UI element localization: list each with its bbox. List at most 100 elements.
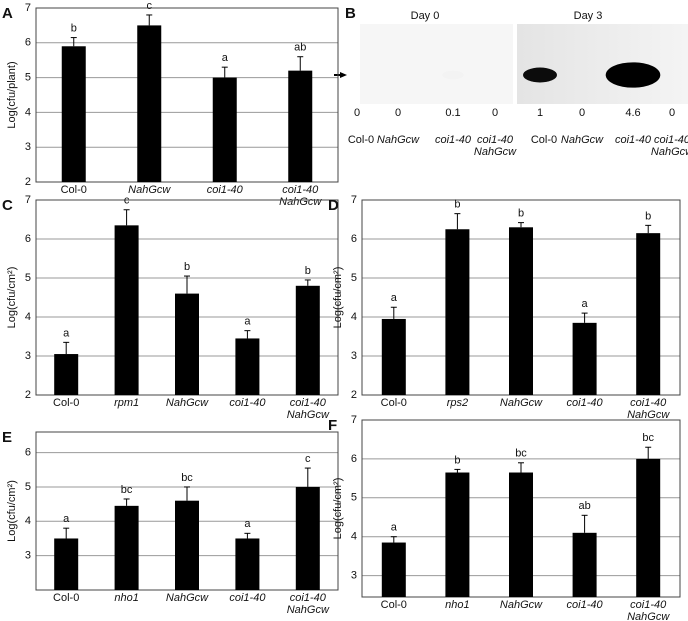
x-tick-label: rpm1 [114,397,139,409]
y-tick-label: 3 [25,350,31,362]
x-tick-label: NahGcw [474,146,517,158]
significance-letter: a [391,522,398,534]
x-tick-label: NahGcw [500,599,543,611]
significance-letter: b [184,261,190,273]
blot-day0 [360,24,513,104]
y-tick-label: 2 [351,389,357,401]
significance-letter: a [244,316,251,328]
y-tick-label: 7 [351,414,357,426]
y-tick-label: 4 [25,106,31,118]
y-axis-label: Log(cfu/cm²) [332,478,344,540]
x-tick-label: Col-0 [53,397,79,409]
y-tick-label: 2 [25,389,31,401]
bar [212,77,237,182]
y-axis-label: Log(cfu/cm²) [6,480,18,542]
x-tick-label: coi1-40 [290,592,327,604]
y-tick-label: 4 [25,311,31,323]
band [664,72,680,78]
bar [54,354,79,395]
panel-label: A [2,5,13,22]
bar [175,500,199,590]
x-tick-label: coi1-40 [435,134,472,146]
y-tick-label: 4 [25,515,31,527]
band-value: 1 [537,107,543,119]
x-tick-label: NahGcw [166,397,209,409]
bar [509,227,533,395]
band [442,71,464,80]
bar [54,538,79,590]
y-tick-label: 5 [351,492,357,504]
significance-letter: a [63,513,70,525]
x-tick-label: Col-0 [381,599,407,611]
significance-letter: a [222,52,229,64]
x-tick-label: NahGcw [377,134,420,146]
y-tick-label: 5 [351,272,357,284]
significance-letter: bc [642,432,654,444]
x-tick-label: coi1-40 [207,184,244,196]
day-label: Day 3 [574,10,603,22]
x-tick-label: NahGcw [287,409,330,421]
bar [295,486,320,590]
significance-letter: bc [121,484,133,496]
significance-letter: c [124,195,130,207]
significance-letter: bc [515,448,527,460]
band-value: 0 [669,107,675,119]
significance-letter: bc [181,472,193,484]
bar [509,472,533,597]
significance-letter: ab [578,500,590,512]
day-label: Day 0 [411,10,440,22]
x-tick-label: Col-0 [531,134,557,146]
y-tick-label: 2 [25,176,31,188]
band-value: 0.1 [445,107,460,119]
y-tick-label: 4 [351,311,357,323]
bar [61,46,86,182]
panel-label: C [2,197,13,214]
y-tick-label: 6 [25,37,31,49]
y-axis-label: Log(cfu/cm²) [332,267,344,329]
y-axis-label: Log(cfu/plant) [6,61,18,128]
x-tick-label: coi1-40 [229,592,266,604]
x-tick-label: rps2 [447,397,468,409]
x-tick-label: NahGcw [287,604,330,616]
bar [381,542,406,597]
x-tick-label: NahGcw [561,134,604,146]
significance-letter: b [518,208,524,220]
x-tick-label: nho1 [445,599,469,611]
bar [445,229,470,395]
significance-letter: ab [294,42,306,54]
y-tick-label: 6 [25,233,31,245]
significance-letter: b [645,210,651,222]
x-tick-label: coi1-40 [567,599,604,611]
x-tick-label: NahGcw [279,196,322,208]
panel-label: B [345,5,356,22]
bar [381,318,406,395]
plot-frame [35,7,339,183]
x-tick-label: coi1-40 [630,599,667,611]
bar [572,532,597,597]
bar [445,472,470,597]
y-tick-label: 7 [25,2,31,14]
bar [636,458,661,597]
x-tick-label: coi1-40 [290,397,327,409]
significance-letter: b [454,199,460,211]
bar [235,538,260,590]
y-tick-label: 6 [351,233,357,245]
x-tick-label: Col-0 [381,397,407,409]
significance-letter: a [63,327,70,339]
band [605,62,661,88]
bar [114,505,139,590]
significance-letter: b [71,22,77,34]
bar [114,225,139,395]
bar [137,25,162,183]
bar [235,338,260,395]
x-tick-label: Col-0 [61,184,87,196]
y-tick-label: 7 [25,194,31,206]
x-tick-label: Col-0 [53,592,79,604]
bar [636,233,661,395]
significance-letter: c [305,453,311,465]
bar [288,70,313,182]
x-tick-label: NahGcw [627,409,670,421]
x-tick-label: NahGcw [166,592,209,604]
x-tick-label: coi1-40 [477,134,514,146]
